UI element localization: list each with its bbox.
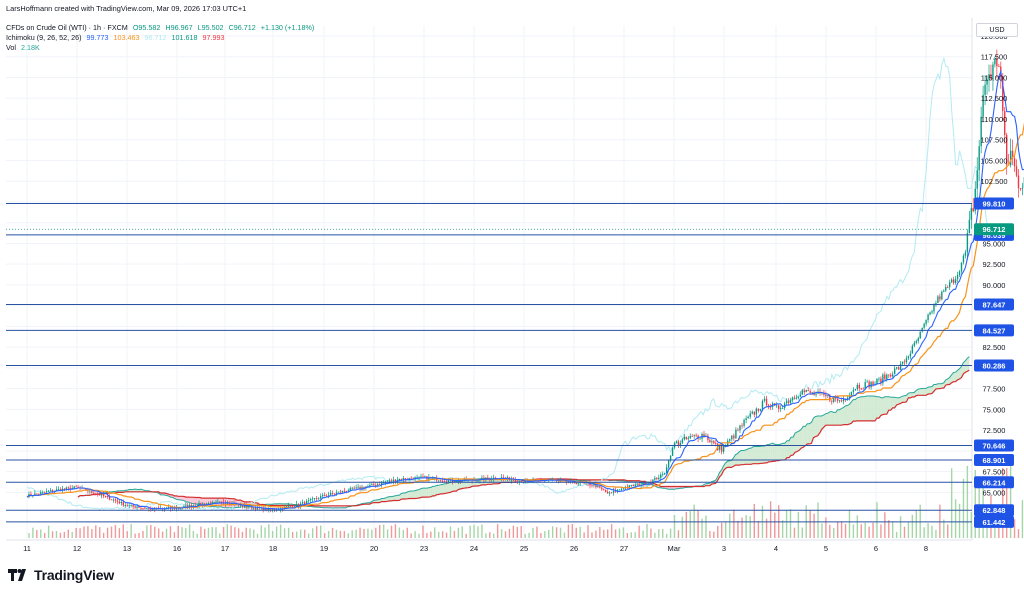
tradingview-logo-icon (8, 569, 26, 581)
price-level-label: 70.646 (983, 442, 1006, 451)
ohlc-change: +1.130 (+1.18%) (260, 23, 315, 32)
x-axis-tick: 8 (924, 544, 928, 553)
ichimoku-chikou-line (26, 56, 996, 512)
y-axis-tick: 65.000 (983, 488, 1006, 497)
ichimoku-chikou-value: 96.712 (144, 33, 167, 42)
tradingview-logo[interactable]: TradingView (8, 566, 114, 584)
y-axis-tick: 117.500 (981, 53, 1008, 62)
y-axis-tick: 67.500 (983, 468, 1006, 477)
price-level-label: 62.848 (983, 506, 1006, 515)
x-axis-tick: Mar (668, 544, 681, 553)
grid (6, 26, 972, 538)
x-axis-tick: 11 (23, 544, 31, 553)
ohlc-open: O95.582 (132, 23, 161, 32)
y-axis-tick: 92.500 (983, 260, 1006, 269)
x-axis-tick: 4 (774, 544, 778, 553)
x-axis-tick: 23 (420, 544, 428, 553)
y-axis-tick: 105.000 (980, 156, 1007, 165)
y-axis-tick: 72.500 (983, 426, 1006, 435)
ohlc-high: H96.967 (165, 23, 193, 32)
ichimoku-kijun-value: 103.463 (113, 33, 140, 42)
y-axis-tick: 95.000 (983, 239, 1006, 248)
ichimoku-legend-row[interactable]: Ichimoku (9, 26, 52, 26) 99.773 103.463 … (6, 33, 227, 42)
y-axis-tick: 102.500 (980, 177, 1007, 186)
y-axis-tick: 112.500 (981, 94, 1008, 103)
price-level-label: 87.647 (983, 300, 1006, 309)
last-price-tag (974, 223, 1014, 236)
price-level-label: 96.039 (983, 231, 1006, 240)
x-axis-tick: 18 (269, 544, 277, 553)
volume-legend-row[interactable]: Vol 2.18K (6, 43, 43, 52)
ichimoku-kijun-line (26, 123, 1024, 509)
price-level-tag (974, 298, 1014, 311)
price-level-tag (974, 453, 1014, 466)
x-axis-tick: 12 (73, 544, 81, 553)
currency-button[interactable]: USD (976, 23, 1018, 37)
ohlc-close: C96.712 (228, 23, 256, 32)
x-axis-tick: 5 (824, 544, 828, 553)
y-axis-tick: 77.500 (983, 385, 1006, 394)
y-axis-tick: 115.000 (981, 73, 1008, 82)
price-level-label: 99.810 (983, 200, 1006, 209)
y-axis-tick: 75.000 (983, 405, 1006, 414)
x-axis-tick: 6 (874, 544, 878, 553)
x-axis-tick: 24 (470, 544, 478, 553)
ichimoku-tenkan-line (26, 69, 1024, 510)
symbol-name[interactable]: CFDs on Crude Oil (WTI) · 1h · FXCM (6, 23, 128, 32)
y-axis-tick: 90.000 (983, 281, 1006, 290)
x-axis-tick: 16 (173, 544, 181, 553)
y-axis-tick: 82.500 (983, 343, 1006, 352)
price-level-tag (974, 476, 1014, 489)
price-level-label: 66.214 (983, 478, 1007, 487)
price-level-label: 80.286 (983, 362, 1006, 371)
price-level-label: 68.901 (983, 456, 1006, 465)
ohlc-low: L95.502 (197, 23, 224, 32)
price-level-tag (974, 504, 1014, 517)
symbol-legend-row[interactable]: CFDs on Crude Oil (WTI) · 1h · FXCM O95.… (6, 23, 317, 32)
price-level-label: 84.527 (983, 326, 1006, 335)
tradingview-logo-text: TradingView (34, 567, 115, 583)
x-axis-tick: 3 (722, 544, 726, 553)
x-axis-tick: 20 (370, 544, 378, 553)
volume-bars (28, 465, 1024, 538)
ichimoku-span-b-value: 97.993 (202, 33, 225, 42)
x-axis-tick: 13 (123, 544, 131, 553)
y-axis-tick: 110.000 (981, 115, 1008, 124)
ichimoku-span-a-value: 101.618 (171, 33, 198, 42)
price-level-label: 61.442 (983, 518, 1006, 527)
chart-credit: LarsHoffmann created with TradingView.co… (6, 4, 247, 13)
x-axis-tick: 25 (520, 544, 528, 553)
last-price-label: 96.712 (983, 225, 1006, 234)
x-axis-tick: 19 (320, 544, 328, 553)
price-level-tag (974, 439, 1014, 452)
x-axis-tick: 26 (570, 544, 578, 553)
y-axis-tick: 107.500 (980, 136, 1007, 145)
ichimoku-tenkan-value: 99.773 (86, 33, 109, 42)
price-level-tag (974, 197, 1014, 210)
volume-label[interactable]: Vol (6, 43, 16, 52)
ichimoku-label[interactable]: Ichimoku (9, 26, 52, 26) (6, 33, 82, 42)
volume-value: 2.18K (21, 43, 40, 52)
price-level-tag (974, 359, 1014, 372)
price-level-tag (974, 324, 1014, 337)
price-level-tag (974, 515, 1014, 528)
x-axis-tick: 17 (221, 544, 229, 553)
x-axis-tick: 27 (620, 544, 628, 553)
